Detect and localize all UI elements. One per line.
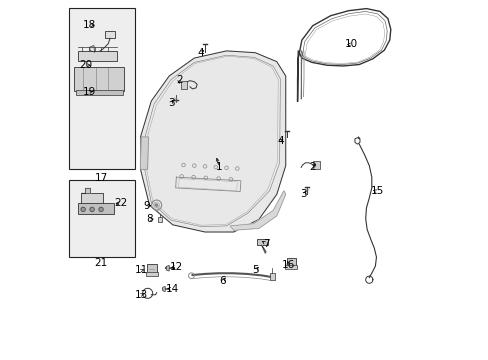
Polygon shape: [89, 45, 94, 52]
Circle shape: [90, 207, 94, 212]
Text: 9: 9: [143, 201, 150, 211]
Polygon shape: [81, 188, 90, 193]
Text: 1: 1: [216, 162, 222, 172]
Bar: [313, 161, 319, 169]
Circle shape: [99, 207, 103, 212]
Polygon shape: [163, 287, 165, 292]
Text: 5: 5: [251, 265, 258, 275]
Text: 18: 18: [83, 20, 96, 30]
Bar: [74, 67, 124, 91]
Bar: [81, 193, 102, 205]
Polygon shape: [140, 51, 285, 232]
Text: 11: 11: [135, 265, 148, 275]
Bar: [104, 31, 115, 39]
Polygon shape: [261, 245, 265, 253]
Text: 14: 14: [165, 284, 178, 294]
Circle shape: [155, 204, 158, 206]
Text: 15: 15: [370, 186, 383, 197]
Polygon shape: [230, 191, 285, 230]
Text: 6: 6: [219, 276, 225, 286]
Polygon shape: [140, 137, 148, 169]
Text: 17: 17: [94, 173, 107, 183]
Bar: [257, 239, 267, 245]
Text: 2: 2: [176, 75, 182, 85]
Bar: [78, 51, 117, 61]
Text: 2: 2: [309, 162, 315, 172]
Bar: [147, 264, 157, 273]
Bar: [69, 180, 135, 257]
Text: 4: 4: [277, 136, 283, 145]
Text: 7: 7: [262, 239, 269, 249]
Bar: [145, 272, 158, 276]
Bar: [269, 273, 274, 280]
Text: 10: 10: [344, 40, 357, 49]
Text: 3: 3: [300, 189, 306, 199]
Text: 21: 21: [94, 258, 107, 268]
Bar: [158, 217, 162, 222]
Polygon shape: [166, 265, 169, 271]
Text: 8: 8: [146, 215, 153, 224]
Bar: [69, 8, 135, 169]
Text: 4: 4: [197, 48, 203, 58]
Text: 19: 19: [83, 87, 96, 97]
Text: 20: 20: [79, 60, 92, 70]
Bar: [180, 81, 187, 89]
Bar: [78, 203, 113, 214]
Text: 16: 16: [282, 260, 295, 270]
Text: 3: 3: [167, 98, 174, 108]
Bar: [76, 90, 122, 95]
Text: 13: 13: [135, 290, 148, 300]
Bar: [285, 265, 297, 269]
Bar: [286, 258, 295, 266]
Circle shape: [81, 207, 85, 212]
Text: 22: 22: [114, 198, 127, 208]
Text: 12: 12: [169, 262, 183, 272]
